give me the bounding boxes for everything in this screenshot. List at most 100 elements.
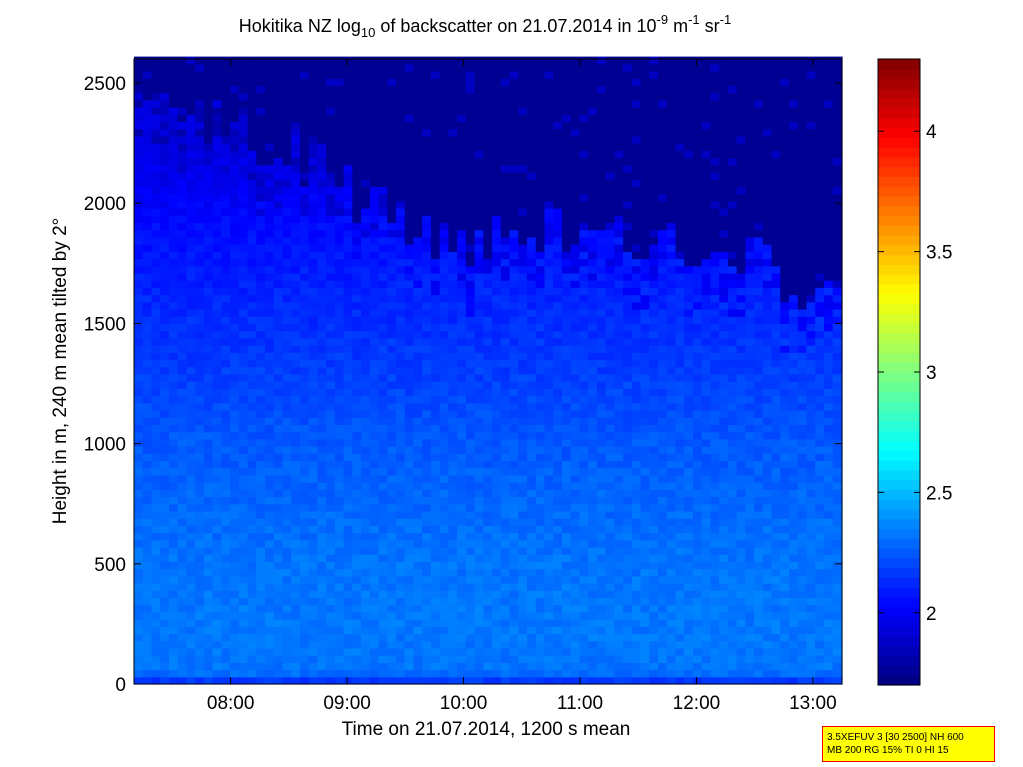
heatmap-cell [352, 532, 362, 541]
heatmap-cell [518, 539, 528, 548]
heatmap-cell [230, 323, 240, 332]
heatmap-cell [579, 301, 589, 310]
heatmap-cell [413, 352, 423, 361]
heatmap-cell [195, 301, 205, 310]
heatmap-cell [168, 280, 179, 288]
heatmap-cell [151, 272, 161, 281]
heatmap-cell [168, 655, 179, 663]
heatmap-cell [177, 431, 187, 440]
heatmap-cell [247, 229, 257, 238]
heatmap-cell [535, 640, 546, 649]
heatmap-cell [299, 99, 310, 108]
heatmap-cell [326, 345, 336, 353]
heatmap-cell [387, 258, 397, 267]
heatmap-cell [238, 330, 249, 339]
heatmap-cell [448, 63, 458, 72]
heatmap-cell [308, 366, 318, 375]
heatmap-cell [238, 272, 249, 281]
heatmap-cell [430, 236, 441, 245]
heatmap-cell [142, 251, 153, 260]
heatmap-cell [151, 373, 161, 382]
heatmap-cell [579, 222, 589, 231]
heatmap-cell [404, 633, 415, 642]
heatmap-cell [256, 575, 266, 584]
heatmap-cell [291, 482, 301, 490]
heatmap-cell [212, 431, 222, 440]
heatmap-cell [527, 409, 537, 418]
heatmap-cell [579, 546, 589, 555]
heatmap-cell [623, 229, 633, 238]
heatmap-cell [317, 78, 327, 87]
heatmap-cell [230, 503, 240, 512]
heatmap-cell [457, 554, 467, 562]
heatmap-cell [544, 373, 554, 382]
heatmap-cell [465, 208, 476, 216]
heatmap-cell [378, 150, 388, 159]
heatmap-cell [474, 546, 484, 555]
heatmap-cell [142, 604, 153, 613]
heatmap-cell [221, 107, 231, 115]
heatmap-cell [596, 525, 607, 534]
heatmap-cell [596, 568, 607, 577]
heatmap-cell [282, 438, 292, 447]
heatmap-cell [326, 604, 336, 613]
heatmap-cell [230, 640, 240, 649]
heatmap-cell [518, 561, 528, 570]
heatmap-cell [177, 554, 187, 562]
heatmap-cell [527, 482, 537, 490]
heatmap-cell [527, 373, 537, 382]
heatmap-cell [247, 525, 257, 534]
heatmap-cell [326, 438, 336, 447]
heatmap-cell [361, 489, 371, 498]
heatmap-cell [361, 467, 371, 476]
heatmap-cell [570, 525, 581, 534]
heatmap-cell [369, 323, 380, 332]
heatmap-cell [422, 669, 432, 678]
heatmap-cell [212, 215, 222, 224]
heatmap-cell [326, 373, 336, 382]
heatmap-cell [387, 626, 397, 635]
heatmap-cell [474, 662, 484, 671]
heatmap-cell [492, 99, 502, 108]
heatmap-cell [430, 417, 441, 425]
heatmap-cell [195, 619, 205, 627]
heatmap-cell [230, 417, 240, 425]
heatmap-cell [457, 424, 467, 433]
heatmap-cell [535, 604, 546, 613]
heatmap-cell [203, 85, 214, 94]
heatmap-cell [195, 676, 205, 685]
heatmap-cell [168, 244, 179, 252]
heatmap-cell [588, 143, 598, 151]
heatmap-cell [509, 446, 519, 454]
heatmap-cell [160, 438, 170, 447]
heatmap-cell [387, 128, 397, 137]
heatmap-cell [553, 424, 563, 433]
heatmap-cell [195, 532, 205, 541]
heatmap-cell [151, 460, 161, 469]
heatmap-cell [221, 244, 231, 252]
heatmap-cell [291, 258, 301, 267]
heatmap-cell [134, 128, 144, 137]
heatmap-cell [474, 525, 484, 534]
heatmap-cell [203, 301, 214, 310]
heatmap-cell [544, 669, 554, 678]
heatmap-cell [457, 71, 467, 79]
heatmap-cell [343, 518, 353, 526]
heatmap-cell [203, 539, 214, 548]
heatmap-cell [553, 402, 563, 411]
heatmap-cell [282, 496, 292, 505]
heatmap-cell [160, 381, 170, 389]
heatmap-cell [396, 200, 406, 209]
heatmap-cell [238, 373, 249, 382]
heatmap-cell [448, 78, 458, 87]
heatmap-cell [352, 446, 362, 454]
heatmap-cell [247, 171, 257, 180]
heatmap-cell [465, 640, 476, 649]
heatmap-cell [518, 503, 528, 512]
heatmap-cell [334, 99, 345, 108]
heatmap-cell [483, 510, 493, 519]
heatmap-cell [518, 611, 528, 620]
heatmap-cell [352, 193, 362, 202]
heatmap-cell [588, 337, 598, 346]
heatmap-cell [439, 597, 449, 606]
